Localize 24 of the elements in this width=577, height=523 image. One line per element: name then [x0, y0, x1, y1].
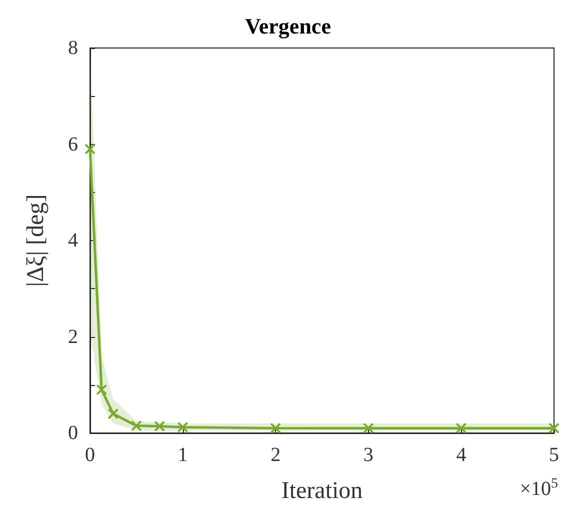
x-tick-label: 4 — [456, 444, 466, 466]
x-axis-title: Iteration — [281, 478, 363, 504]
point — [548, 422, 560, 434]
y-tick-label: 6 — [68, 133, 78, 156]
y-tick-label: 2 — [68, 326, 78, 348]
point — [270, 422, 282, 434]
x-tick-label: 5 — [549, 444, 559, 466]
y-tick-label: 4 — [68, 230, 78, 252]
point — [84, 144, 96, 155]
y-tick-label: 8 — [68, 37, 78, 59]
x-tick-label: 0 — [85, 444, 95, 466]
x-tick-label: 2 — [270, 444, 281, 466]
point — [96, 384, 108, 396]
point — [177, 422, 188, 433]
chart-title: Vergence — [245, 14, 332, 38]
point — [108, 408, 119, 420]
point — [362, 422, 374, 434]
x-tick-label: 3 — [363, 444, 374, 466]
point — [456, 422, 467, 434]
y-axis-title: |Δξ| [deg] — [23, 194, 49, 287]
point — [130, 420, 142, 432]
point — [154, 420, 166, 432]
y-tick-label: 0 — [68, 422, 78, 444]
x-tick-label: 1 — [178, 444, 188, 466]
